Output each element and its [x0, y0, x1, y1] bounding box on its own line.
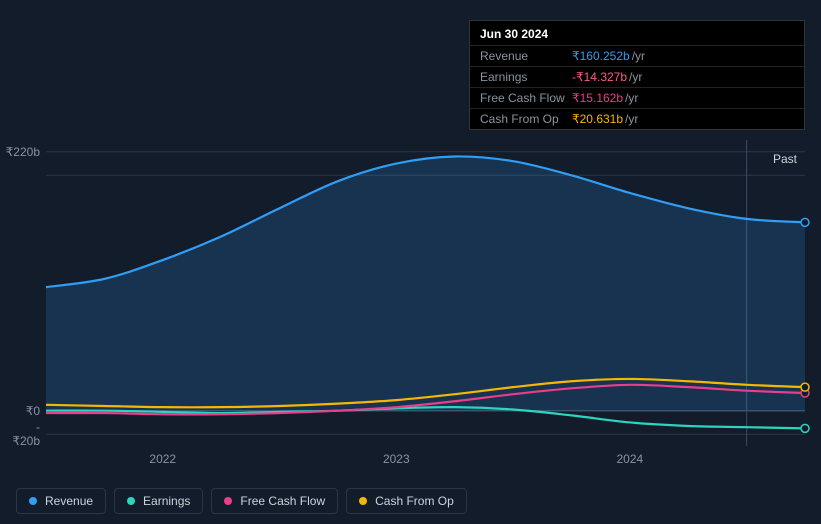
legend-item[interactable]: Earnings	[114, 488, 203, 514]
tooltip-row-label: Revenue	[480, 49, 572, 63]
tooltip-row: Revenue₹160.252b /yr	[470, 45, 804, 66]
x-axis-label: 2022	[149, 452, 176, 466]
tooltip-row: Free Cash Flow₹15.162b /yr	[470, 87, 804, 108]
legend-dot-icon	[127, 497, 135, 505]
tooltip-date: Jun 30 2024	[470, 21, 804, 45]
tooltip-row-unit: /yr	[625, 112, 638, 126]
legend-item[interactable]: Cash From Op	[346, 488, 467, 514]
legend-label: Earnings	[143, 494, 190, 508]
plot[interactable]	[46, 140, 805, 446]
tooltip-row-label: Earnings	[480, 70, 572, 84]
legend-dot-icon	[359, 497, 367, 505]
y-axis-label: ₹220b	[6, 145, 40, 159]
tooltip-row-unit: /yr	[632, 49, 645, 63]
tooltip-row-unit: /yr	[629, 70, 642, 84]
legend: Revenue Earnings Free Cash Flow Cash From O…	[16, 488, 467, 514]
legend-item[interactable]: Free Cash Flow	[211, 488, 338, 514]
x-axis-label: 2023	[383, 452, 410, 466]
y-axis-label: -₹20b	[12, 420, 40, 448]
tooltip-row-label: Cash From Op	[480, 112, 572, 126]
tooltip-row-value: ₹15.162b	[572, 91, 623, 105]
legend-dot-icon	[224, 497, 232, 505]
tooltip-row-value: ₹20.631b	[572, 112, 623, 126]
y-axis-label: ₹0	[26, 404, 40, 418]
x-axis-labels: 2022 2023 2024	[46, 452, 805, 472]
legend-dot-icon	[29, 497, 37, 505]
hover-tooltip: Jun 30 2024 Revenue₹160.252b /yrEarnings…	[469, 20, 805, 130]
legend-label: Cash From Op	[375, 494, 454, 508]
tooltip-row-value: -₹14.327b	[572, 70, 627, 84]
tooltip-row-unit: /yr	[625, 91, 638, 105]
tooltip-row-label: Free Cash Flow	[480, 91, 572, 105]
x-axis-label: 2024	[616, 452, 643, 466]
legend-item[interactable]: Revenue	[16, 488, 106, 514]
tooltip-row-value: ₹160.252b	[572, 49, 630, 63]
chart-area: ₹220b₹0-₹20b Past 202220232024	[16, 126, 805, 481]
tooltip-row: Earnings-₹14.327b /yr	[470, 66, 804, 87]
legend-label: Free Cash Flow	[240, 494, 325, 508]
legend-label: Revenue	[45, 494, 93, 508]
chart-panel: Jun 30 2024 Revenue₹160.252b /yrEarnings…	[0, 0, 821, 524]
